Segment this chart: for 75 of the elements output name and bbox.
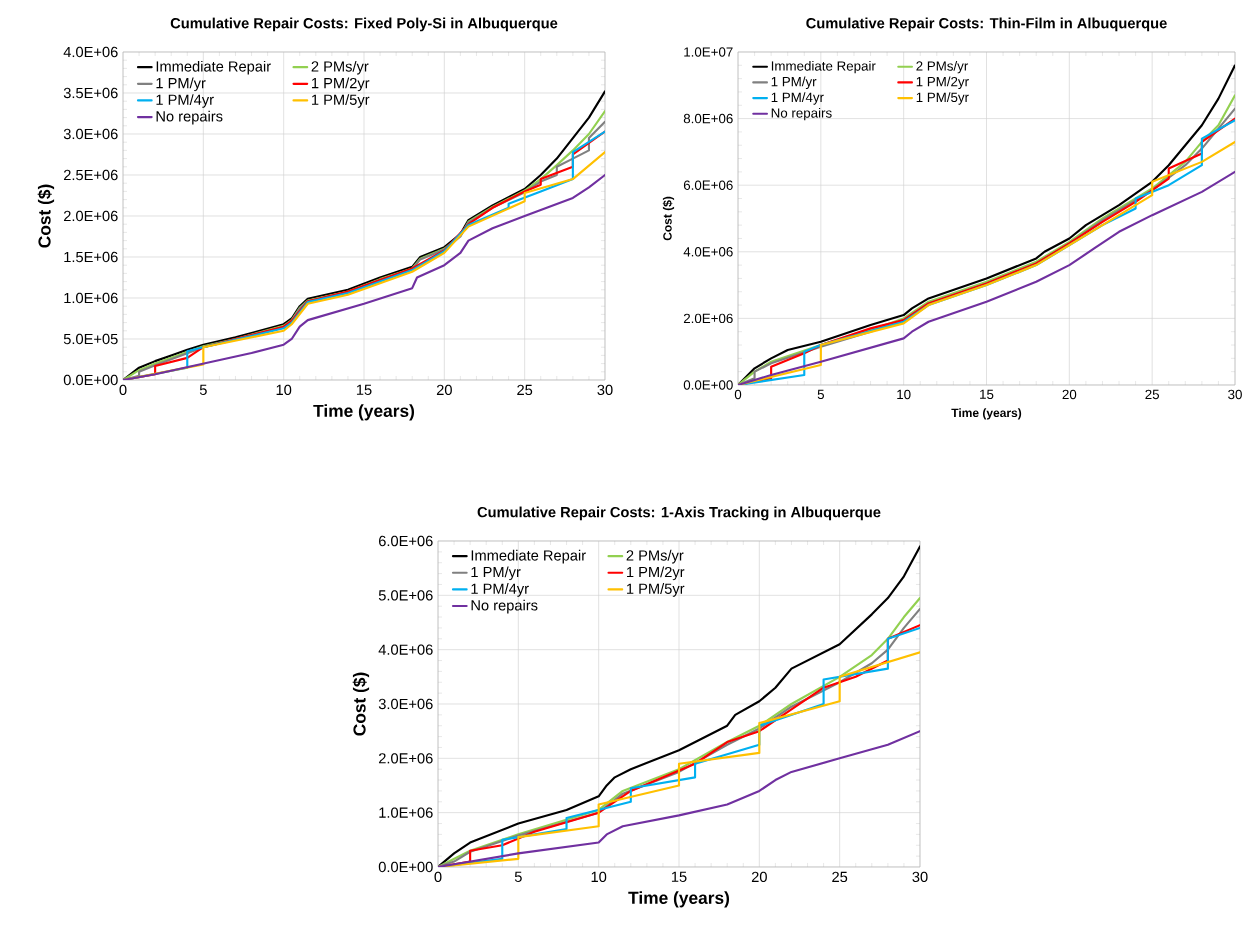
x-tick-label: 20 bbox=[751, 871, 767, 883]
x-tick-label: 5 bbox=[817, 389, 824, 399]
y-tick-label: 2.0E+06 bbox=[683, 313, 733, 324]
line-series bbox=[438, 730, 920, 867]
y-axis-title: Cost ($) bbox=[352, 672, 370, 736]
legend-label: 2 PMs/yr bbox=[311, 60, 369, 75]
y-tick-label: 2.0E+06 bbox=[378, 753, 433, 764]
y-tick-label: 5.0E+06 bbox=[378, 590, 433, 601]
y-tick-label: 1.0E+06 bbox=[379, 807, 433, 818]
legend-label: Immediate Repair bbox=[771, 60, 876, 74]
y-tick-label: 4.0E+06 bbox=[63, 46, 118, 58]
x-tick-label: 5 bbox=[514, 871, 522, 882]
y-tick-label: 1.0E+06 bbox=[64, 292, 118, 304]
y-tick-label: 0.0E+00 bbox=[63, 374, 118, 386]
chart-title: Cumulative Repair Costs: Fixed Poly-Si in Albuquerque bbox=[170, 17, 558, 32]
x-tick-label: 30 bbox=[597, 384, 613, 396]
y-tick-label: 4.0E+06 bbox=[378, 644, 433, 655]
legend-label: 1 PM/yr bbox=[771, 76, 817, 89]
y-tick-label: 2.0E+06 bbox=[63, 210, 118, 222]
x-tick-label: 0 bbox=[434, 871, 442, 883]
x-tick-label: 20 bbox=[1062, 389, 1077, 400]
legend-label: No repairs bbox=[471, 599, 538, 614]
legend-label: Immediate Repair bbox=[156, 60, 271, 75]
x-tick-label: 0 bbox=[734, 389, 742, 400]
y-tick-label: 5.0E+05 bbox=[63, 333, 118, 345]
y-tick-label: 3.0E+06 bbox=[378, 698, 433, 710]
x-tick-label: 0 bbox=[119, 384, 127, 396]
legend-label: No repairs bbox=[156, 110, 223, 125]
x-tick-label: 30 bbox=[1228, 389, 1242, 400]
y-tick-label: 2.5E+06 bbox=[63, 169, 118, 181]
legend-label: 1 PM/2yr bbox=[627, 566, 685, 581]
legend-label: 1 PM/yr bbox=[471, 566, 521, 581]
y-tick-label: 4.0E+06 bbox=[683, 247, 733, 257]
legend-label: 1 PM/5yr bbox=[627, 583, 685, 597]
legend-label: 1 PM/5yr bbox=[312, 94, 370, 108]
y-tick-label: 8.0E+06 bbox=[683, 113, 733, 124]
x-axis-title: Time (years) bbox=[628, 891, 730, 908]
legend-label: 1 PM/4yr bbox=[471, 583, 529, 597]
x-axis-title: Time (years) bbox=[313, 404, 415, 421]
y-tick-label: 1.5E+06 bbox=[64, 251, 118, 263]
legend-label: 2 PMs/yr bbox=[626, 549, 684, 564]
x-axis-title: Time (years) bbox=[951, 408, 1022, 420]
y-tick-label: 0.0E+00 bbox=[683, 380, 733, 390]
legend-label: 1 PM/4yr bbox=[156, 94, 214, 108]
x-tick-label: 15 bbox=[671, 871, 687, 882]
chart-title: Cumulative Repair Costs: Thin-Film in Albuquerque bbox=[806, 17, 1167, 32]
legend-label: 1 PM/yr bbox=[156, 77, 206, 92]
legend-label: 2 PMs/yr bbox=[916, 60, 969, 74]
x-tick-label: 15 bbox=[980, 389, 994, 399]
legend-label: No repairs bbox=[771, 107, 832, 121]
x-tick-label: 25 bbox=[832, 871, 848, 883]
legend-label: Immediate Repair bbox=[471, 549, 586, 564]
y-tick-label: 0.0E+00 bbox=[378, 861, 433, 873]
y-axis-title: Cost ($) bbox=[662, 196, 675, 241]
chart-title: Cumulative Repair Costs: 1-Axis Tracking in Albuquerque bbox=[477, 506, 881, 521]
y-tick-label: 6.0E+06 bbox=[683, 180, 733, 190]
x-tick-label: 15 bbox=[356, 384, 372, 395]
legend-label: 1 PM/4yr bbox=[771, 92, 824, 105]
x-tick-label: 25 bbox=[1145, 389, 1160, 400]
legend-label: 1 PM/2yr bbox=[312, 77, 370, 92]
x-tick-label: 10 bbox=[897, 389, 911, 400]
y-axis-title: Cost ($) bbox=[37, 184, 55, 248]
x-tick-label: 10 bbox=[591, 871, 607, 883]
legend-label: 1 PM/2yr bbox=[916, 76, 969, 89]
x-tick-label: 5 bbox=[199, 384, 207, 395]
x-tick-label: 10 bbox=[276, 384, 292, 396]
y-tick-label: 1.0E+07 bbox=[684, 47, 733, 57]
y-tick-label: 6.0E+06 bbox=[379, 535, 433, 547]
x-tick-label: 30 bbox=[912, 871, 928, 883]
legend-label: 1 PM/5yr bbox=[916, 92, 969, 105]
x-tick-label: 20 bbox=[436, 384, 452, 396]
line-series bbox=[438, 545, 920, 867]
y-tick-label: 3.0E+06 bbox=[63, 128, 118, 140]
x-tick-label: 25 bbox=[517, 384, 533, 396]
y-tick-label: 3.5E+06 bbox=[63, 87, 118, 99]
